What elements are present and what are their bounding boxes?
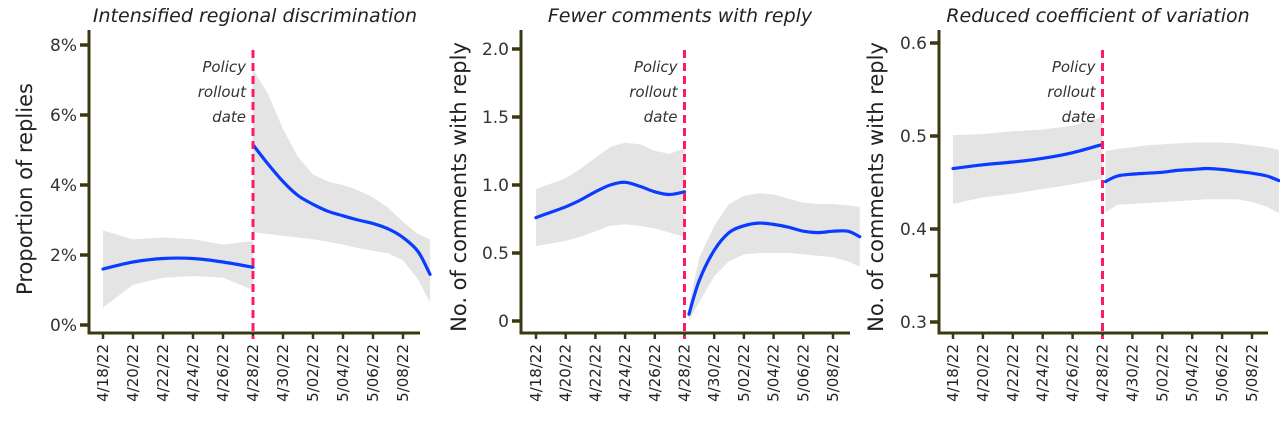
y-tick-label: 0.5 [482,244,509,264]
policy-annotation-text: rollout [1047,83,1096,101]
panel-comments-with-reply: Fewer comments with reply No. of comment… [447,5,862,402]
y-tick-label: 1.5 [482,108,509,128]
panel-regional-discrimination: Intensified regional discrimination Prop… [13,5,432,402]
x-tick-label: 5/04/22 [334,344,352,402]
y-tick-label: 1.0 [482,176,509,196]
confidence-bands [103,69,430,308]
x-tick-label: 4/22/22 [586,344,604,402]
y-tick-label: 2% [50,246,77,266]
axes: 0 0.5 1.0 1.5 2.0 4/18/22 4/20/22 4/22/22 4/24/2… [482,30,850,402]
x-tick-label: 4/24/22 [184,344,202,402]
chart-title: Fewer comments with reply [548,5,813,27]
x-tick-label: 5/02/22 [304,344,322,402]
x-tick-label: 4/22/22 [1004,344,1022,402]
x-tick-label: 4/18/22 [527,344,545,402]
x-tick-label: 4/30/22 [274,344,292,402]
x-tick-label: 4/18/22 [944,344,962,402]
policy-annotation: Policy rollout date [198,50,255,339]
trend-line [687,221,862,316]
x-tick-label: 5/08/22 [394,344,412,402]
x-tick-label: 4/28/22 [676,344,694,402]
y-tick-label: 2.0 [482,40,509,60]
confidence-bands [536,142,860,321]
x-tick-label: 4/28/22 [244,344,262,402]
x-tick-label: 4/20/22 [124,344,142,402]
trend-line [101,256,255,271]
y-tick-label: 0.6 [900,34,927,54]
policy-annotation-text: date [1062,108,1096,126]
y-tick-label: 8% [50,36,77,56]
x-tick-label: 4/30/22 [705,344,723,402]
x-tick-label: 4/20/22 [557,344,575,402]
policy-annotation-text: Policy [634,58,679,76]
trend-line [1103,166,1280,184]
x-tick-label: 4/26/22 [1064,344,1082,402]
x-tick-label: 5/06/22 [1213,344,1231,402]
x-tick-label: 4/22/22 [154,344,172,402]
y-axis-title: No. of comments with reply [447,42,471,332]
x-tick-label: 4/20/22 [974,344,992,402]
x-tick-label: 4/18/22 [94,344,112,402]
policy-annotation: Policy rollout date [629,50,686,339]
y-tick-label: 0.5 [900,127,927,147]
x-tick-label: 4/24/22 [616,344,634,402]
x-tick-label: 5/08/22 [1243,344,1261,402]
trend-lines [534,180,862,316]
axes: 0% 2% 4% 6% 8% 4/18/22 4/20/22 4/22/22 4/24/22 4/… [50,30,420,402]
x-tick-label: 5/04/22 [1183,344,1201,402]
trend-line [534,180,687,220]
x-tick-label: 4/30/22 [1123,344,1141,402]
policy-annotation-text: rollout [198,83,247,101]
x-tick-label: 5/02/22 [735,344,753,402]
x-tick-label: 5/08/22 [824,344,842,402]
chart-title: Reduced coefficient of variation [946,5,1249,27]
y-tick-label: 6% [50,106,77,126]
confidence-band [1105,142,1279,214]
policy-annotation-text: Policy [1052,58,1097,76]
trend-lines [101,143,432,276]
y-tick-label: 0 [498,312,509,332]
y-tick-label: 0% [50,316,77,336]
chart-title: Intensified regional discrimination [93,5,417,27]
policy-annotation-text: date [644,108,678,126]
confidence-band [103,230,253,308]
x-tick-label: 5/06/22 [794,344,812,402]
trend-line [251,143,432,276]
x-tick-label: 4/24/22 [1034,344,1052,402]
policy-annotation-text: date [212,108,246,126]
policy-annotation-text: Policy [202,58,247,76]
policy-annotation: Policy rollout date [1047,50,1104,339]
y-axis-title: Proportion of replies [13,83,37,295]
x-tick-label: 4/26/22 [646,344,664,402]
confidence-bands [953,116,1279,214]
confidence-band [253,69,430,303]
x-tick-label: 4/26/22 [214,344,232,402]
x-tick-label: 5/06/22 [364,344,382,402]
confidence-band [536,142,685,247]
x-tick-label: 5/04/22 [765,344,783,402]
trend-lines [951,142,1280,184]
x-tick-label: 5/02/22 [1153,344,1171,402]
y-tick-label: 4% [50,176,77,196]
x-tick-label: 4/28/22 [1094,344,1112,402]
panel-coefficient-of-variation: Reduced coefficient of variation No. of … [864,5,1280,402]
axes: 0.3 0.4 0.5 0.6 4/18/22 4/20/22 4/22/22 4/24/22… [900,30,1268,402]
trend-line [951,142,1105,171]
y-tick-label: 0.4 [900,220,927,240]
y-tick-label: 0.3 [900,313,927,333]
confidence-band [689,193,860,321]
policy-annotation-text: rollout [629,83,678,101]
y-axis-title: No. of comments with reply [864,42,888,332]
